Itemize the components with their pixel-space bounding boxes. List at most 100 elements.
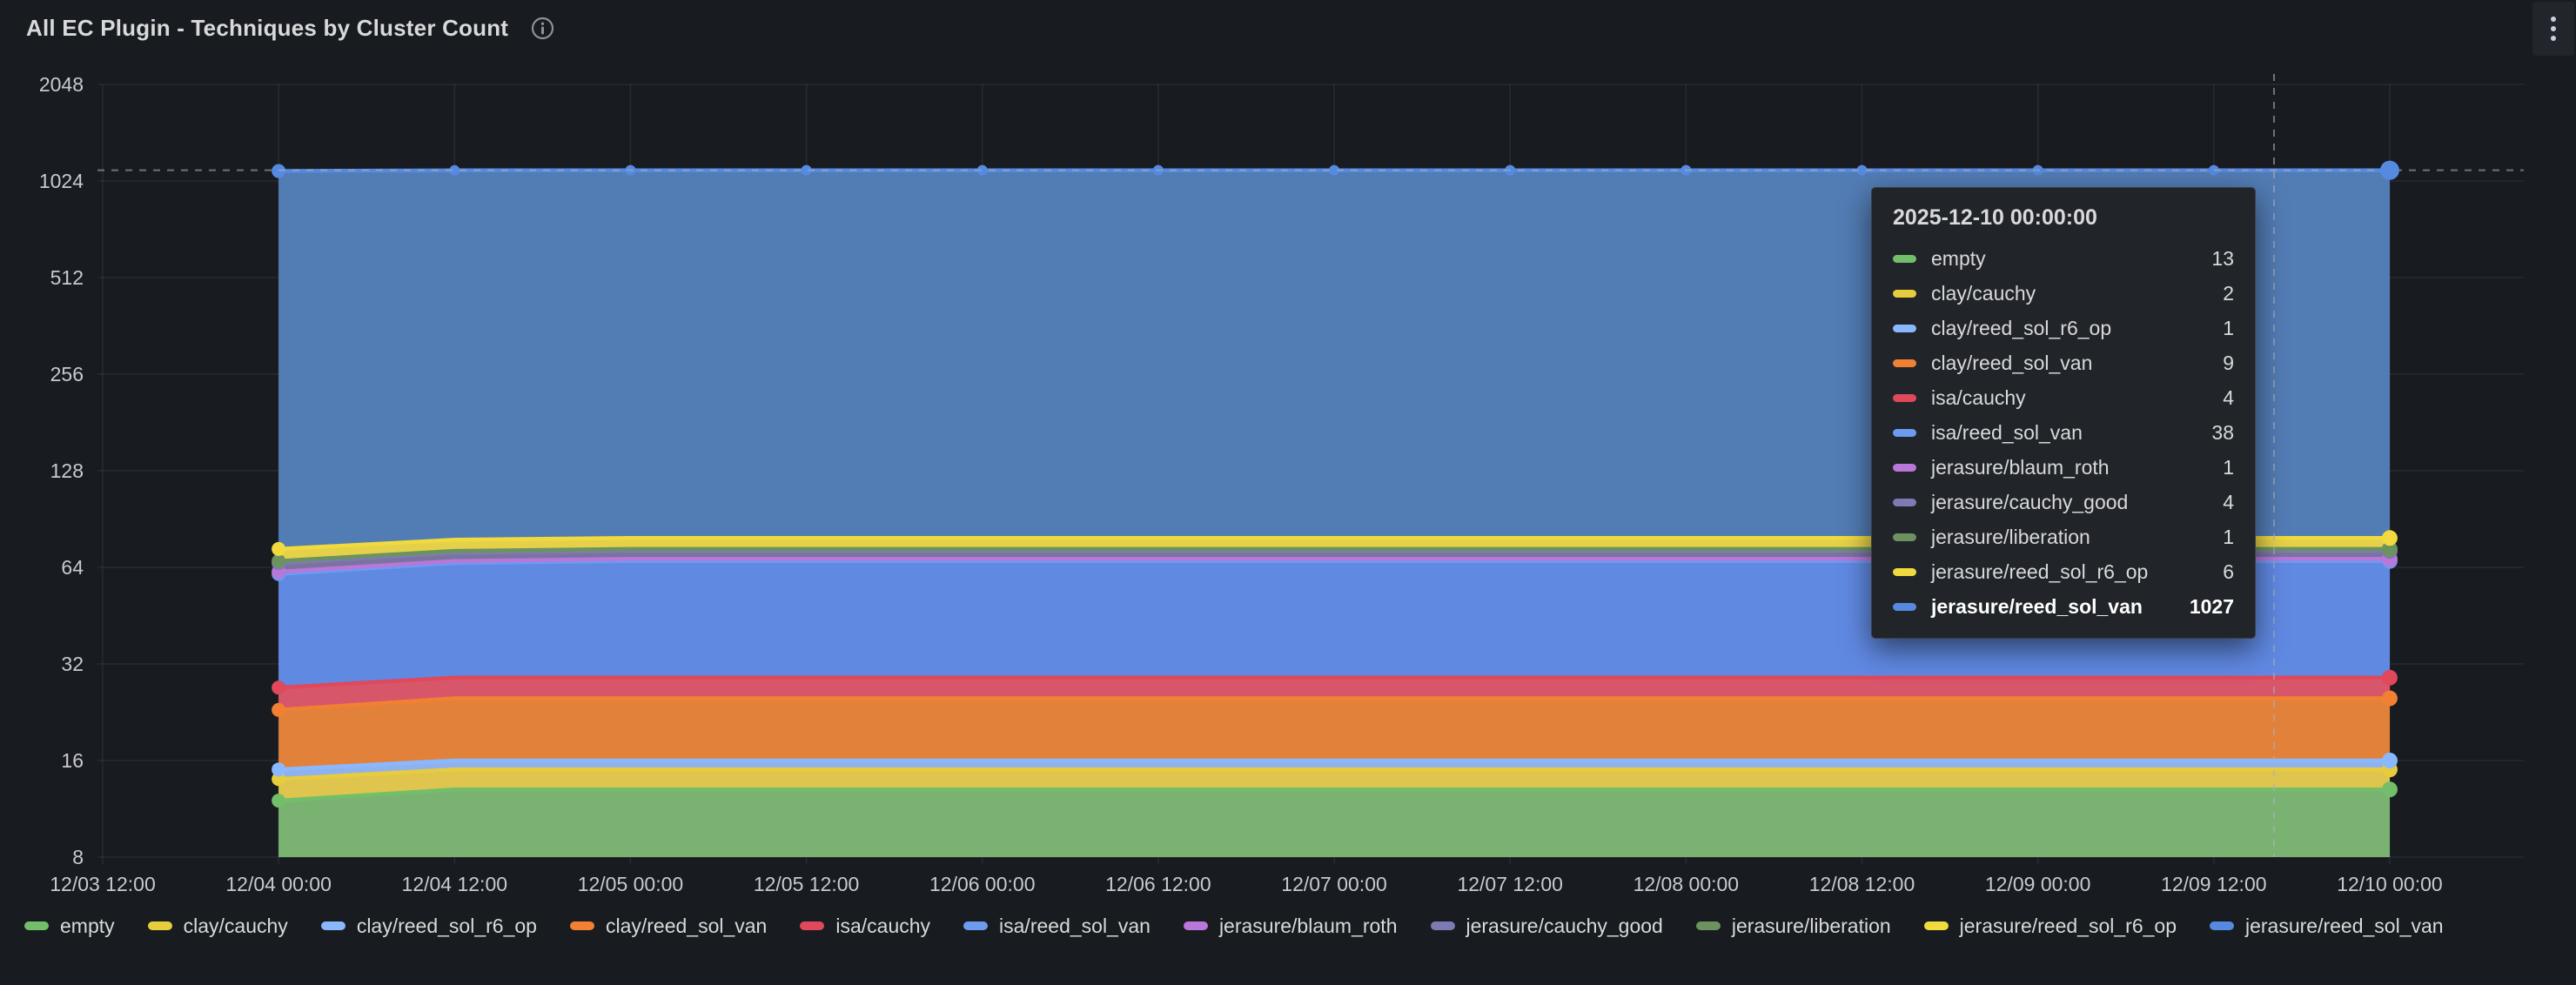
legend-item-isa-reed-sol-van[interactable]: isa/reed_sol_van bbox=[963, 915, 1150, 938]
y-tick-label: 64 bbox=[61, 556, 84, 579]
legend-label: clay/reed_sol_r6_op bbox=[356, 914, 537, 937]
point-start-jerasure/liberation bbox=[272, 553, 286, 568]
panel-header: All EC Plugin - Techniques by Cluster Co… bbox=[0, 0, 2576, 56]
legend-item-clay-reed-sol-van[interactable]: clay/reed_sol_van bbox=[569, 915, 767, 938]
tooltip-series-label: jerasure/liberation bbox=[1931, 525, 2090, 548]
tooltip-row: clay/reed_sol_r6_op 1 bbox=[1893, 311, 2234, 345]
tooltip-row: clay/reed_sol_van 9 bbox=[1893, 345, 2234, 380]
tooltip-series-swatch bbox=[1893, 602, 1916, 611]
area-empty bbox=[278, 789, 2390, 857]
tooltip-series-label: clay/reed_sol_r6_op bbox=[1931, 316, 2112, 339]
tooltip-series-value: 4 bbox=[2223, 385, 2234, 409]
point-start-empty bbox=[272, 794, 286, 808]
tooltip-series-label: jerasure/cauchy_good bbox=[1931, 490, 2129, 513]
tooltip-timestamp: 2025-12-10 00:00:00 bbox=[1893, 205, 2097, 230]
tooltip-series-value: 1 bbox=[2223, 455, 2234, 479]
legend-label: jerasure/liberation bbox=[1731, 914, 1891, 937]
legend-item-jerasure-blaum-roth[interactable]: jerasure/blaum_roth bbox=[1183, 915, 1398, 938]
crosshair bbox=[97, 74, 2524, 857]
point-end-clay/reed_sol_r6_op bbox=[2381, 753, 2398, 768]
top-series-point bbox=[1856, 164, 1868, 176]
legend-swatch bbox=[963, 921, 989, 930]
area-jerasure/reed_sol_r6_op bbox=[278, 538, 2390, 561]
tooltip-series-label: jerasure/reed_sol_van bbox=[1931, 594, 2143, 618]
tooltip-series-label: isa/cauchy bbox=[1931, 385, 2026, 409]
tooltip-series-value: 9 bbox=[2223, 351, 2234, 374]
panel-title: All EC Plugin - Techniques by Cluster Co… bbox=[26, 14, 509, 41]
y-tick-label: 16 bbox=[61, 749, 84, 772]
line-clay/reed_sol_r6_op bbox=[276, 758, 2392, 772]
tooltip-row: jerasure/cauchy_good 4 bbox=[1893, 485, 2234, 519]
tooltip-series-swatch bbox=[1893, 533, 1916, 541]
x-tick-label: 12/07 12:00 bbox=[1457, 873, 1563, 895]
tooltip-row: jerasure/blaum_roth 1 bbox=[1893, 450, 2234, 485]
x-tick-label: 12/08 00:00 bbox=[1633, 873, 1740, 895]
legend-item-clay-reed-sol-r6-op[interactable]: clay/reed_sol_r6_op bbox=[320, 914, 537, 938]
legend-swatch bbox=[24, 921, 49, 930]
info-icon[interactable] bbox=[531, 17, 554, 40]
legend-item-jerasure-reed-sol-r6-op[interactable]: jerasure/reed_sol_r6_op bbox=[1923, 914, 2177, 938]
point-end-clay/reed_sol_van bbox=[2381, 690, 2398, 707]
x-tick-label: 12/05 12:00 bbox=[754, 873, 860, 895]
point-start-clay/cauchy bbox=[272, 772, 286, 787]
tooltip-series-label: clay/cauchy bbox=[1931, 281, 2036, 305]
legend-label: isa/reed_sol_van bbox=[999, 914, 1150, 937]
legend-swatch bbox=[2209, 921, 2234, 930]
y-tick-label: 128 bbox=[50, 459, 84, 482]
tooltip-series-value: 2 bbox=[2223, 281, 2234, 305]
tooltip-series-swatch bbox=[1893, 498, 1916, 506]
x-tick-label: 12/09 12:00 bbox=[2161, 873, 2267, 895]
tooltip-series-label: isa/reed_sol_van bbox=[1931, 420, 2083, 444]
tooltip-series-swatch bbox=[1893, 254, 1916, 263]
line-clay/reed_sol_van bbox=[276, 696, 2392, 713]
x-tick-label: 12/09 00:00 bbox=[1985, 873, 2091, 895]
legend-swatch bbox=[320, 921, 345, 930]
tooltip-series-swatch bbox=[1893, 289, 1916, 298]
tooltip-rows: empty 13 clay/cauchy 2 clay/reed_sol_r6_op 1 c… bbox=[1893, 241, 2234, 624]
legend-label: clay/cauchy bbox=[183, 914, 288, 937]
top-series-point bbox=[449, 164, 460, 176]
tooltip-row: jerasure/reed_sol_van 1027 bbox=[1893, 589, 2234, 624]
y-tick-label: 1024 bbox=[39, 170, 84, 192]
tooltip-series-value: 1027 bbox=[2189, 594, 2234, 618]
area-isa/reed_sol_van bbox=[278, 560, 2390, 688]
area-clay/reed_sol_van bbox=[278, 698, 2390, 770]
tooltip-series-label: jerasure/reed_sol_r6_op bbox=[1931, 560, 2149, 583]
legend-swatch bbox=[147, 921, 172, 930]
series-areas bbox=[278, 170, 2390, 857]
x-tick-label: 12/07 00:00 bbox=[1281, 873, 1387, 895]
panel-menu-button[interactable] bbox=[2532, 2, 2574, 56]
point-start-clay/reed_sol_van bbox=[272, 702, 286, 717]
legend-item-jerasure-liberation[interactable]: jerasure/liberation bbox=[1695, 914, 1891, 938]
x-tick-label: 12/06 12:00 bbox=[1105, 873, 1211, 895]
tooltip-row: jerasure/liberation 1 bbox=[1893, 519, 2234, 554]
y-tick-label: 8 bbox=[72, 846, 84, 868]
legend-label: empty bbox=[60, 914, 115, 937]
x-tick-label: 12/08 12:00 bbox=[1809, 873, 1915, 895]
legend-item-empty[interactable]: empty bbox=[24, 915, 115, 938]
legend-item-isa-cauchy[interactable]: isa/cauchy bbox=[800, 915, 930, 938]
chart-legend: empty clay/cauchy clay/reed_sol_r6_op clay/… bbox=[24, 907, 2567, 945]
tooltip-series-swatch bbox=[1893, 358, 1916, 367]
legend-swatch bbox=[800, 921, 825, 930]
hovered-point bbox=[2379, 160, 2399, 180]
area-jerasure/reed_sol_van bbox=[278, 170, 2390, 549]
tooltip-series-swatch bbox=[1893, 463, 1916, 472]
y-tick-label: 32 bbox=[61, 653, 84, 675]
legend-label: jerasure/reed_sol_r6_op bbox=[1959, 914, 2177, 937]
legend-swatch bbox=[1183, 921, 1208, 930]
tooltip-series-swatch bbox=[1893, 428, 1916, 437]
legend-item-clay-cauchy[interactable]: clay/cauchy bbox=[147, 914, 288, 938]
legend-item-jerasure-cauchy-good[interactable]: jerasure/cauchy_good bbox=[1430, 915, 1663, 938]
kebab-dot bbox=[2551, 26, 2556, 31]
tooltip-series-label: clay/reed_sol_van bbox=[1931, 351, 2093, 374]
tooltip-row: jerasure/reed_sol_r6_op 6 bbox=[1893, 554, 2234, 589]
x-tick-label: 12/06 00:00 bbox=[929, 873, 1036, 895]
kebab-dot bbox=[2551, 17, 2556, 22]
legend-item-jerasure-reed-sol-van[interactable]: jerasure/reed_sol_van bbox=[2209, 915, 2444, 938]
x-tick-label: 12/03 12:00 bbox=[50, 873, 156, 895]
legend-swatch bbox=[569, 921, 594, 930]
tooltip-row: isa/cauchy 4 bbox=[1893, 380, 2234, 415]
legend-swatch bbox=[1430, 921, 1455, 930]
